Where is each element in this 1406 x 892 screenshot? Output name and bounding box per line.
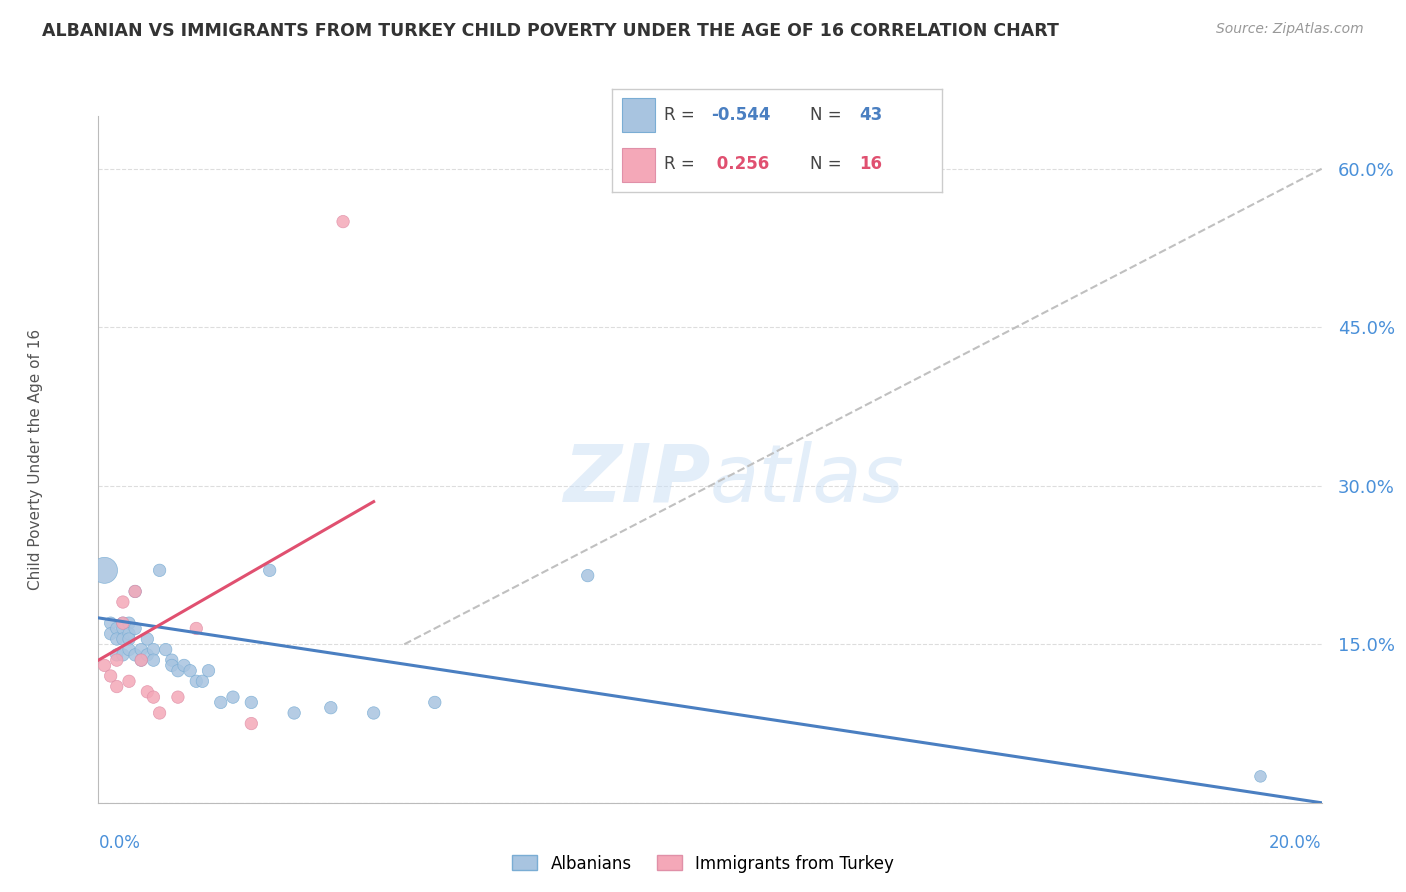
Point	[160, 658, 183, 673]
Point	[240, 695, 263, 709]
Point	[142, 653, 165, 667]
Point	[319, 700, 342, 714]
Text: N =: N =	[810, 106, 846, 124]
Point	[423, 695, 446, 709]
Point	[129, 653, 152, 667]
Legend: Albanians, Immigrants from Turkey: Albanians, Immigrants from Turkey	[506, 848, 900, 880]
Text: 0.256: 0.256	[710, 155, 769, 173]
Point	[105, 680, 128, 694]
Point	[124, 648, 146, 662]
Point	[179, 664, 201, 678]
FancyBboxPatch shape	[621, 148, 655, 181]
Point	[142, 690, 165, 705]
Point	[173, 658, 195, 673]
Point	[129, 653, 152, 667]
Point	[259, 563, 281, 577]
Point	[100, 616, 122, 631]
Text: ALBANIAN VS IMMIGRANTS FROM TURKEY CHILD POVERTY UNDER THE AGE OF 16 CORRELATION: ALBANIAN VS IMMIGRANTS FROM TURKEY CHILD…	[42, 22, 1059, 40]
Text: Source: ZipAtlas.com: Source: ZipAtlas.com	[1216, 22, 1364, 37]
Point	[149, 706, 172, 720]
Point	[111, 616, 134, 631]
Text: -0.544: -0.544	[710, 106, 770, 124]
Point	[118, 632, 141, 646]
Point	[160, 653, 183, 667]
Point	[167, 664, 190, 678]
Text: N =: N =	[810, 155, 846, 173]
Point	[118, 642, 141, 657]
Text: 43: 43	[859, 106, 883, 124]
Point	[149, 563, 172, 577]
Point	[129, 642, 152, 657]
Point	[332, 214, 354, 228]
Point	[105, 648, 128, 662]
Point	[111, 632, 134, 646]
Point	[124, 622, 146, 636]
Point	[142, 642, 165, 657]
Point	[283, 706, 305, 720]
Point	[105, 632, 128, 646]
Point	[111, 622, 134, 636]
Point	[118, 674, 141, 689]
Point	[111, 595, 134, 609]
Point	[191, 674, 214, 689]
Point	[118, 616, 141, 631]
Y-axis label: Child Poverty Under the Age of 16: Child Poverty Under the Age of 16	[28, 329, 42, 590]
Point	[136, 685, 159, 699]
Point	[167, 690, 190, 705]
Text: 16: 16	[859, 155, 883, 173]
Point	[118, 626, 141, 640]
Point	[186, 622, 208, 636]
Point	[209, 695, 232, 709]
Point	[222, 690, 245, 705]
Point	[240, 716, 263, 731]
Point	[1249, 769, 1271, 783]
Point	[136, 632, 159, 646]
Point	[100, 626, 122, 640]
Text: 0.0%: 0.0%	[98, 834, 141, 852]
Point	[576, 568, 599, 582]
Point	[93, 563, 115, 577]
Point	[197, 664, 219, 678]
Point	[105, 653, 128, 667]
Point	[100, 669, 122, 683]
Point	[93, 658, 115, 673]
Point	[111, 616, 134, 631]
Point	[105, 622, 128, 636]
Text: ZIP: ZIP	[562, 441, 710, 519]
Point	[136, 648, 159, 662]
FancyBboxPatch shape	[621, 98, 655, 132]
Text: R =: R =	[665, 155, 700, 173]
Point	[155, 642, 177, 657]
Point	[186, 674, 208, 689]
Text: 20.0%: 20.0%	[1270, 834, 1322, 852]
Point	[124, 584, 146, 599]
Point	[363, 706, 385, 720]
Point	[124, 584, 146, 599]
Text: atlas: atlas	[710, 441, 905, 519]
Point	[111, 648, 134, 662]
Text: R =: R =	[665, 106, 700, 124]
